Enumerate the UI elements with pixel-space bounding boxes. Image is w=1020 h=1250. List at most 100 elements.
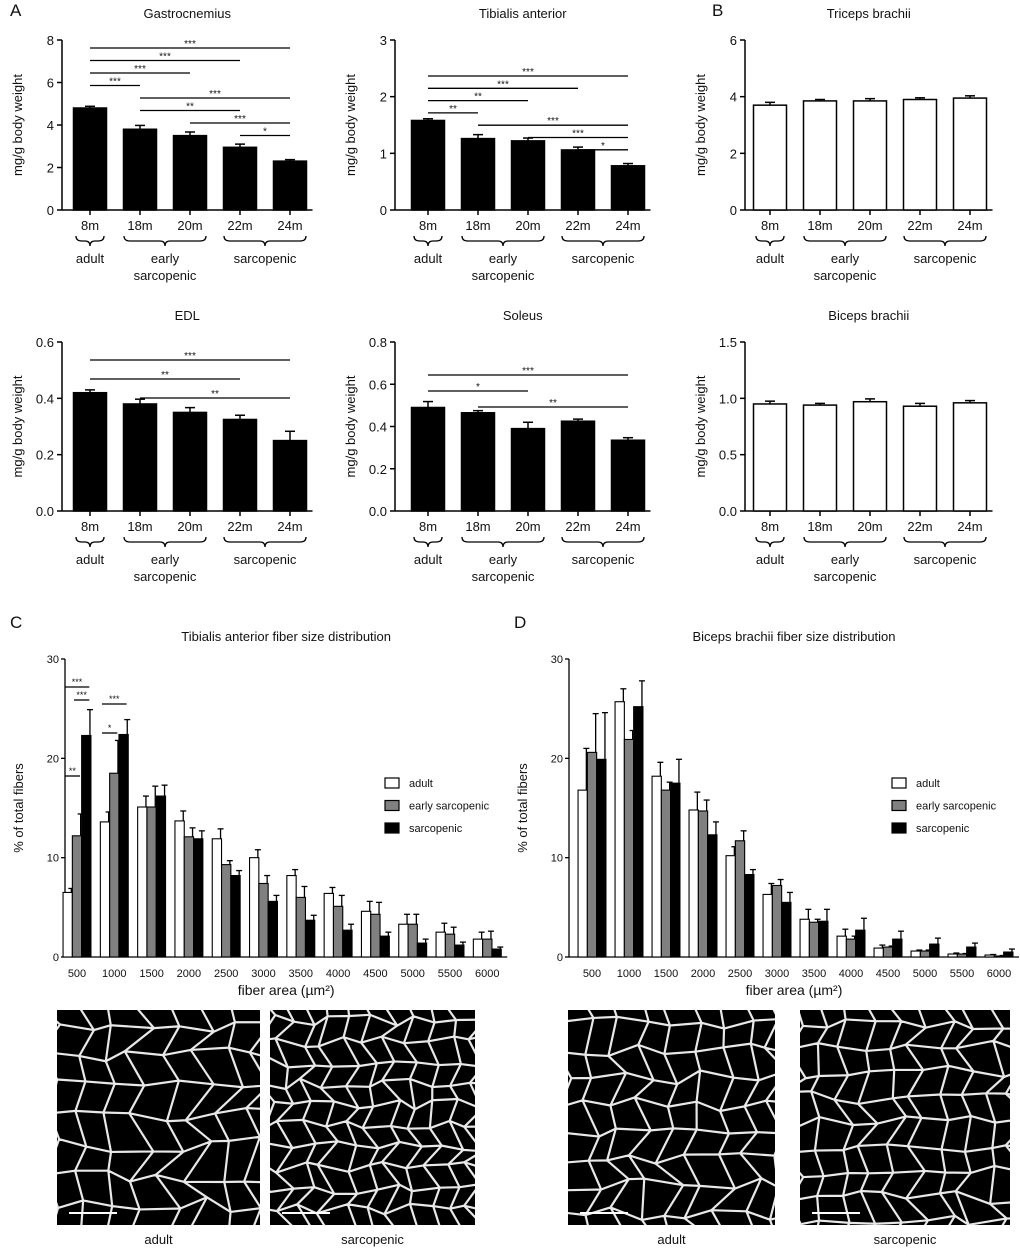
x-tick-label: 3500	[802, 968, 826, 980]
bar-adult	[174, 820, 185, 958]
x-tick-label: 4500	[363, 968, 387, 980]
bar	[560, 420, 596, 512]
x-tick-label: 1000	[102, 968, 126, 980]
bar-early-sarcopenic	[183, 836, 195, 958]
x-tick-label: 2500	[728, 968, 752, 980]
y-tick-label: 0.0	[36, 504, 54, 519]
group-label: early sarcopenic	[814, 251, 877, 283]
bar-early-sarcopenic	[845, 938, 857, 958]
bar	[510, 140, 546, 211]
y-tick-label: 2	[730, 146, 737, 161]
x-tick-label: 500	[68, 968, 86, 980]
group-label-line: sarcopenic	[472, 268, 535, 283]
brace-sarcopenic	[561, 536, 645, 548]
muscle-fibers	[270, 1010, 475, 1225]
y-tick-label: 30	[47, 654, 59, 666]
bar	[952, 97, 988, 211]
significance-label: ***	[522, 67, 534, 78]
y-tick-label: 0.2	[36, 448, 54, 463]
bar-adult	[398, 923, 409, 958]
legend-swatch	[891, 799, 907, 812]
y-tick-label: 3	[380, 33, 387, 48]
bar-sarcopenic	[707, 834, 718, 958]
bar-sarcopenic	[193, 838, 204, 958]
y-axis-label: mg/g body weight	[10, 74, 25, 176]
brace-early-sarcopenic	[803, 235, 887, 247]
y-tick-label: 0	[557, 952, 563, 964]
significance-label: ***	[184, 351, 196, 362]
y-tick-label: 1.0	[719, 391, 737, 406]
bar-sarcopenic	[454, 944, 465, 958]
group-label: early sarcopenic	[134, 251, 197, 283]
bar-adult	[249, 857, 260, 958]
legend-label: sarcopenic	[409, 823, 463, 835]
bar-early-sarcopenic	[993, 955, 1005, 958]
x-tick-label: 18m	[127, 519, 152, 534]
legend-label: sarcopenic	[916, 823, 970, 835]
bar-adult	[614, 701, 625, 958]
x-tick-label: 24m	[277, 218, 302, 233]
y-tick-label: 0.4	[36, 391, 54, 406]
bar	[172, 134, 208, 211]
bar	[560, 149, 596, 211]
bar	[460, 412, 496, 512]
group-label-line: early	[151, 251, 180, 266]
bar-early-sarcopenic	[407, 923, 418, 958]
bar-sarcopenic	[304, 919, 316, 958]
y-tick-label: 20	[47, 753, 59, 765]
significance-label: ***	[76, 690, 87, 700]
significance-label: **	[211, 389, 219, 400]
group-label: early sarcopenic	[472, 552, 535, 584]
bar	[610, 165, 646, 211]
bar-sarcopenic	[155, 795, 167, 958]
bar-early-sarcopenic	[882, 946, 894, 958]
bar-sarcopenic	[892, 938, 903, 958]
x-tick-label: 18m	[807, 218, 832, 233]
panel-letter: D	[514, 613, 526, 632]
micrograph-caption: adult	[657, 1232, 686, 1247]
x-tick-label: 22m	[565, 519, 590, 534]
brace-adult	[413, 536, 443, 548]
x-tick-label: 1000	[617, 968, 641, 980]
x-axis-label: fiber area (µm²)	[238, 982, 335, 998]
group-label: adult	[76, 552, 105, 567]
bar	[902, 98, 938, 211]
bar	[752, 104, 788, 211]
bar	[752, 403, 788, 512]
micrograph-3	[800, 1010, 1010, 1225]
legend-swatch	[891, 822, 907, 834]
group-label-line: early	[489, 552, 518, 567]
x-tick-label: 5500	[438, 968, 462, 980]
x-tick-label: 3000	[765, 968, 789, 980]
bar-adult	[910, 950, 921, 958]
bar-sarcopenic	[416, 942, 428, 958]
group-label-line: early	[831, 251, 860, 266]
bar	[122, 403, 158, 512]
brace-sarcopenic	[561, 235, 645, 247]
bar	[952, 402, 988, 512]
significance-label: *	[476, 382, 480, 393]
bar	[172, 411, 208, 512]
y-tick-label: 10	[551, 853, 563, 865]
bar	[410, 119, 446, 211]
chart-soleus: Soleus mg/g body weight 0.0 0.2 0.4 0.6 0.8 8m 1…	[343, 308, 651, 584]
y-axis-label: mg/g body weight	[343, 74, 358, 176]
bar	[222, 418, 258, 512]
x-tick-label: 20m	[177, 218, 202, 233]
bar-early-sarcopenic	[221, 864, 232, 958]
brace-adult	[75, 536, 105, 548]
bar-adult	[947, 953, 958, 958]
x-tick-label: 5000	[913, 968, 937, 980]
x-tick-label: 18m	[127, 218, 152, 233]
y-axis-label: mg/g body weight	[343, 375, 358, 477]
group-label: adult	[756, 251, 785, 266]
bar-early-sarcopenic	[71, 835, 83, 958]
bar-early-sarcopenic	[370, 913, 381, 958]
bar-sarcopenic	[1003, 951, 1014, 958]
group-label: sarcopenic	[234, 251, 297, 266]
bar	[460, 137, 496, 211]
chart-biceps-brachii: Biceps brachii mg/g body weight 0.0 0.5 1.0 1…	[693, 308, 993, 584]
bar	[272, 439, 308, 512]
x-tick-label: 18m	[465, 218, 490, 233]
bar-adult	[688, 809, 699, 958]
